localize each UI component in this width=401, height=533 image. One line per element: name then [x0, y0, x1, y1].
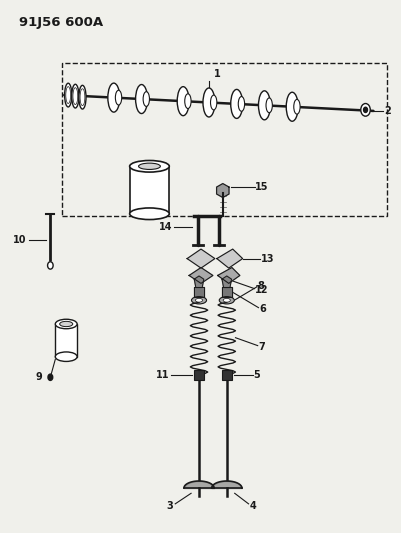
Text: 14: 14 — [158, 222, 172, 232]
Text: 4: 4 — [249, 502, 256, 512]
Ellipse shape — [184, 94, 190, 109]
Text: 1: 1 — [213, 69, 220, 79]
Polygon shape — [221, 276, 231, 288]
Text: 2: 2 — [384, 106, 390, 116]
Ellipse shape — [115, 90, 122, 105]
Ellipse shape — [129, 208, 169, 220]
Polygon shape — [186, 249, 215, 268]
Text: 13: 13 — [261, 254, 274, 264]
Bar — [62, 63, 387, 216]
Ellipse shape — [143, 92, 149, 107]
Polygon shape — [188, 268, 213, 284]
Ellipse shape — [258, 91, 270, 120]
Ellipse shape — [223, 298, 230, 302]
Polygon shape — [194, 276, 203, 288]
Ellipse shape — [135, 85, 147, 114]
Text: 7: 7 — [258, 342, 265, 352]
Ellipse shape — [230, 90, 242, 118]
Text: 6: 6 — [259, 304, 265, 314]
Ellipse shape — [55, 319, 77, 329]
Polygon shape — [221, 287, 231, 297]
Ellipse shape — [195, 298, 202, 302]
Text: 3: 3 — [166, 502, 173, 512]
Ellipse shape — [55, 352, 77, 361]
Ellipse shape — [265, 98, 272, 112]
Ellipse shape — [138, 163, 160, 169]
Ellipse shape — [65, 83, 72, 107]
Text: 11: 11 — [156, 370, 169, 380]
Ellipse shape — [191, 296, 206, 304]
Text: 8: 8 — [257, 281, 263, 291]
Circle shape — [360, 103, 369, 116]
Ellipse shape — [219, 296, 234, 304]
Text: 12: 12 — [255, 285, 268, 295]
Ellipse shape — [129, 160, 169, 172]
Polygon shape — [216, 183, 229, 198]
Circle shape — [363, 107, 367, 112]
Polygon shape — [193, 287, 204, 297]
Ellipse shape — [107, 83, 119, 112]
Ellipse shape — [286, 92, 298, 121]
Bar — [129, 166, 169, 214]
Bar — [194, 370, 203, 380]
Ellipse shape — [210, 95, 216, 110]
Ellipse shape — [238, 96, 244, 111]
Circle shape — [48, 374, 53, 381]
Polygon shape — [217, 268, 239, 284]
Ellipse shape — [59, 321, 73, 327]
Bar — [55, 324, 77, 357]
Text: 10: 10 — [13, 235, 26, 245]
Ellipse shape — [79, 85, 86, 109]
Ellipse shape — [293, 99, 300, 114]
Bar — [221, 370, 231, 380]
Text: 9: 9 — [36, 372, 43, 382]
Polygon shape — [216, 249, 242, 268]
Circle shape — [47, 262, 53, 269]
Text: 91J56 600A: 91J56 600A — [18, 16, 103, 29]
Ellipse shape — [203, 88, 215, 117]
Text: 15: 15 — [255, 182, 268, 192]
Ellipse shape — [72, 84, 79, 108]
Text: 5: 5 — [253, 370, 259, 380]
Ellipse shape — [177, 87, 188, 116]
